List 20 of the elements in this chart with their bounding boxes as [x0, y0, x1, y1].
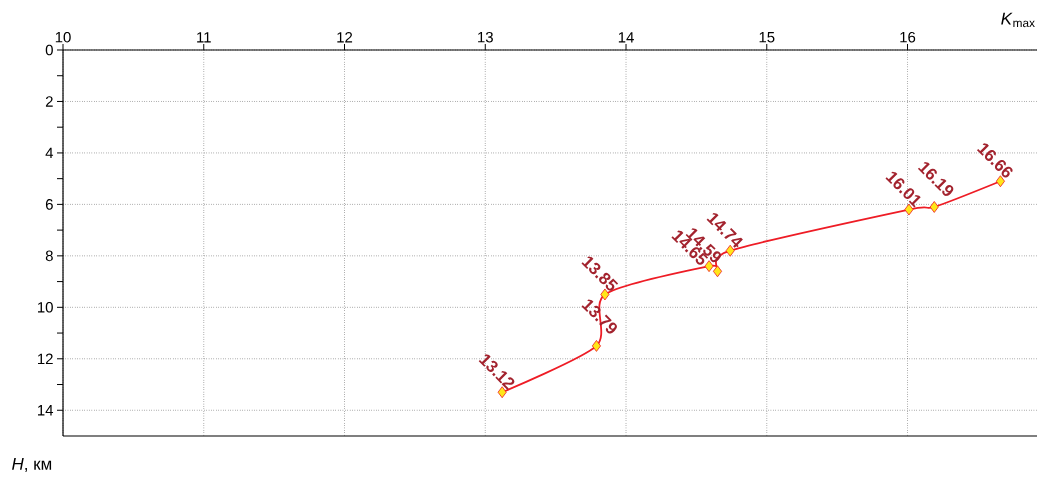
y-axis-title: H, км	[12, 458, 52, 472]
y-tick-label: 0	[45, 44, 53, 56]
x-tick-label: 14	[618, 32, 634, 43]
x-tick-label: 15	[759, 32, 775, 43]
y-tick-label: 6	[45, 199, 53, 210]
x-tick-label: 13	[478, 31, 493, 43]
point	[712, 265, 723, 278]
y-tick-label: 14	[38, 405, 54, 416]
x-axis-title: K$_{max}$	[1001, 12, 1035, 28]
point	[591, 340, 601, 352]
x-tick-label: 11	[197, 32, 211, 43]
y-tick-label: 4	[45, 147, 54, 159]
y-tick-label: 12	[38, 353, 53, 365]
y-tick-label: 10	[38, 302, 53, 313]
point	[929, 201, 939, 213]
y-tick-label: 2	[45, 96, 53, 107]
y-tick-label: 8	[45, 250, 53, 262]
x-tick-label: 16	[900, 31, 916, 43]
x-tick-label: 12	[337, 32, 353, 43]
x-tick-label: 10	[55, 31, 71, 43]
